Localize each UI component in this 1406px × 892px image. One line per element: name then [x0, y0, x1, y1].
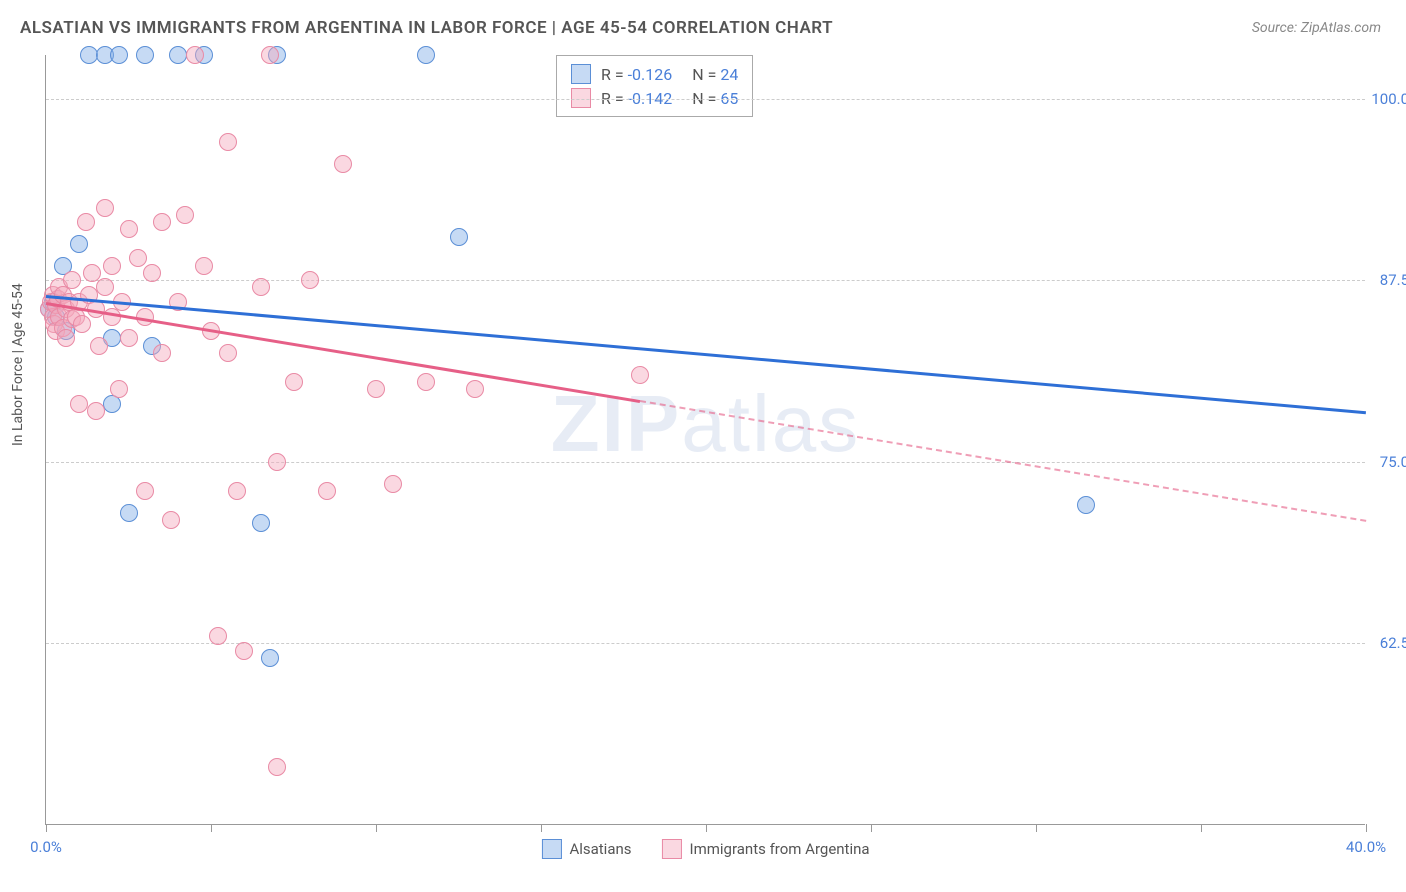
legend-series: Alsatians Immigrants from Argentina [541, 839, 869, 859]
scatter-point [631, 366, 649, 384]
scatter-point [450, 228, 468, 246]
legend-n-label: N = 24 [692, 65, 738, 84]
y-tick-label: 75.0% [1380, 453, 1406, 471]
scatter-point [80, 46, 98, 64]
scatter-point [120, 329, 138, 347]
scatter-point [384, 475, 402, 493]
legend-swatch [571, 64, 591, 84]
scatter-point [57, 329, 75, 347]
scatter-point [136, 46, 154, 64]
x-tick [376, 824, 377, 832]
scatter-point [301, 271, 319, 289]
gridline-h [46, 99, 1365, 100]
x-tick [541, 824, 542, 832]
scatter-point [110, 46, 128, 64]
scatter-point [219, 344, 237, 362]
scatter-point [63, 271, 81, 289]
legend-series-item: Alsatians [541, 839, 631, 859]
scatter-point [143, 264, 161, 282]
trend-line [46, 302, 640, 403]
y-tick-label: 62.5% [1380, 634, 1406, 652]
y-axis-label: In Labor Force | Age 45-54 [10, 283, 26, 446]
legend-series-item: Immigrants from Argentina [662, 839, 870, 859]
chart-container: ALSATIAN VS IMMIGRANTS FROM ARGENTINA IN… [0, 0, 1406, 892]
scatter-point [466, 380, 484, 398]
x-tick-label: 0.0% [30, 838, 62, 856]
scatter-point [209, 627, 227, 645]
scatter-point [87, 402, 105, 420]
y-tick-label: 100.0% [1371, 90, 1406, 108]
scatter-point [261, 46, 279, 64]
scatter-point [186, 46, 204, 64]
scatter-point [153, 213, 171, 231]
legend-correlation-box: R = -0.126N = 24R = -0.142N = 65 [556, 55, 753, 117]
scatter-point [120, 504, 138, 522]
scatter-point [83, 264, 101, 282]
legend-series-label: Immigrants from Argentina [690, 840, 870, 858]
legend-swatch [662, 839, 682, 859]
scatter-point [136, 482, 154, 500]
scatter-point [103, 257, 121, 275]
scatter-point [120, 220, 138, 238]
x-tick [46, 824, 47, 832]
chart-title: ALSATIAN VS IMMIGRANTS FROM ARGENTINA IN… [20, 18, 833, 38]
scatter-point [268, 758, 286, 776]
scatter-point [367, 380, 385, 398]
x-tick [871, 824, 872, 832]
scatter-point [129, 249, 147, 267]
x-tick [706, 824, 707, 832]
plot-area: ZIPatlas R = -0.126N = 24R = -0.142N = 6… [45, 55, 1365, 825]
scatter-point [96, 199, 114, 217]
x-tick [1036, 824, 1037, 832]
watermark: ZIPatlas [551, 378, 860, 470]
scatter-point [169, 46, 187, 64]
legend-swatch [541, 839, 561, 859]
scatter-point [334, 155, 352, 173]
scatter-point [228, 482, 246, 500]
x-tick [1366, 824, 1367, 832]
gridline-h [46, 462, 1365, 463]
scatter-point [235, 642, 253, 660]
x-tick-label: 40.0% [1346, 838, 1386, 856]
scatter-point [153, 344, 171, 362]
legend-r-label: R = -0.126 [601, 65, 672, 84]
x-tick [211, 824, 212, 832]
gridline-h [46, 280, 1365, 281]
scatter-point [285, 373, 303, 391]
scatter-point [252, 278, 270, 296]
scatter-point [195, 257, 213, 275]
y-tick-label: 87.5% [1380, 271, 1406, 289]
legend-series-label: Alsatians [569, 840, 631, 858]
scatter-point [77, 213, 95, 231]
scatter-point [252, 514, 270, 532]
scatter-point [261, 649, 279, 667]
scatter-point [110, 380, 128, 398]
scatter-point [96, 278, 114, 296]
scatter-point [1077, 496, 1095, 514]
scatter-point [70, 235, 88, 253]
scatter-point [219, 133, 237, 151]
scatter-point [417, 373, 435, 391]
x-tick [1201, 824, 1202, 832]
scatter-point [417, 46, 435, 64]
scatter-point [268, 453, 286, 471]
scatter-point [162, 511, 180, 529]
source-label: Source: ZipAtlas.com [1252, 20, 1381, 36]
scatter-point [70, 395, 88, 413]
scatter-point [73, 315, 91, 333]
scatter-point [318, 482, 336, 500]
scatter-point [90, 337, 108, 355]
legend-correlation-row: R = -0.126 N = 24 [571, 62, 738, 86]
scatter-point [176, 206, 194, 224]
trend-line [46, 295, 1366, 414]
